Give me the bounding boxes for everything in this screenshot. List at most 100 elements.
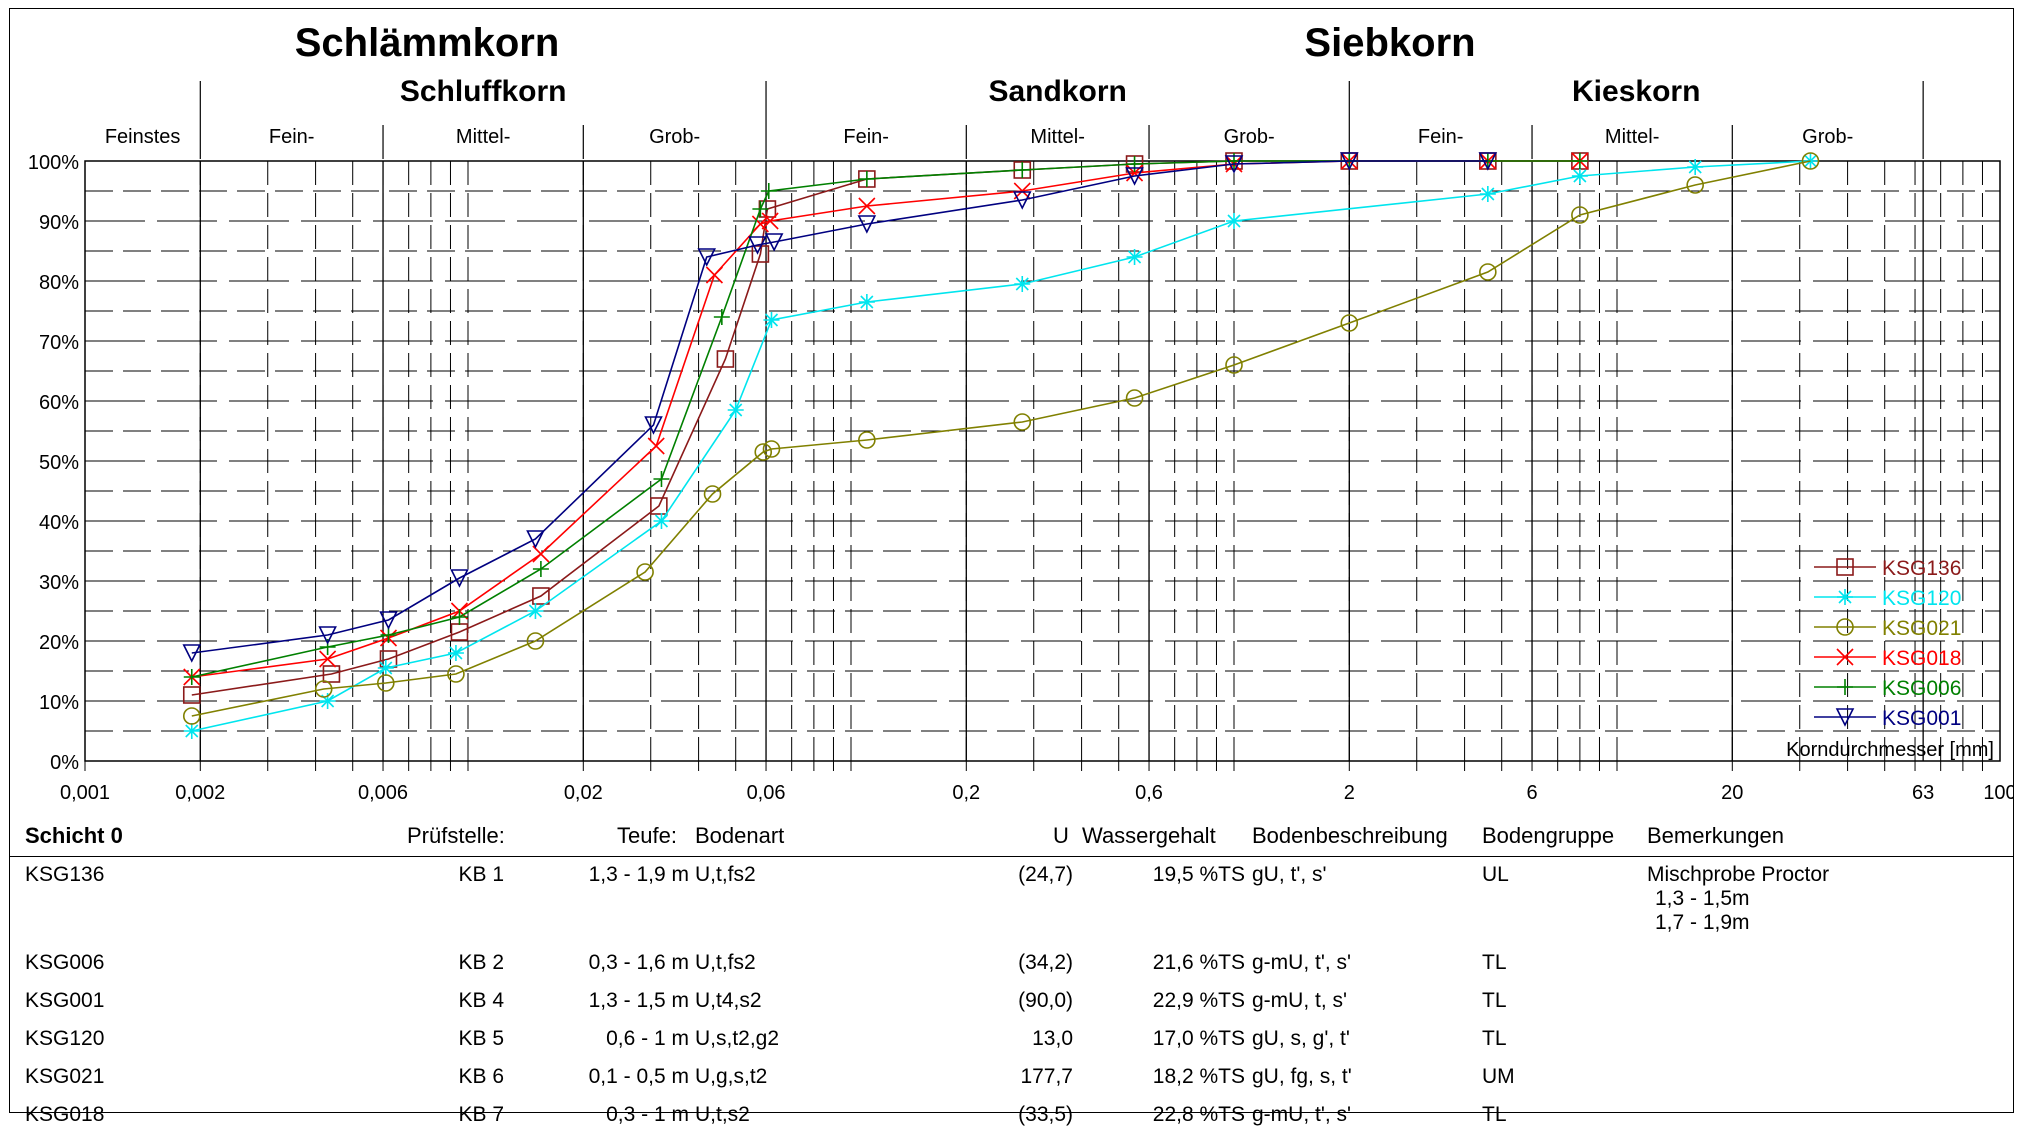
data-point-ksg021 — [1479, 263, 1497, 281]
x-tick-label: 0,002 — [175, 782, 225, 804]
data-point-ksg021 — [314, 680, 333, 698]
data-point-ksg006 — [532, 561, 549, 577]
cell-bodenart: U,t,fs2 — [695, 863, 756, 886]
group-label: Kieskorn — [1572, 75, 1700, 108]
data-point-ksg021 — [703, 485, 722, 503]
cell-bemerkungen: Mischprobe Proctor — [1647, 863, 1830, 886]
table-title: Schicht 0 — [25, 823, 123, 848]
data-point-ksg120 — [1226, 213, 1242, 229]
y-tick-label: 0% — [50, 752, 79, 774]
cell-wassergehalt: 17,0 %TS — [1152, 1027, 1245, 1050]
y-tick-label: 60% — [39, 392, 79, 414]
cell-name: KSG136 — [25, 863, 105, 886]
legend-entry: KSG136 — [1882, 557, 1961, 580]
data-point-ksg018 — [319, 650, 337, 668]
cell-teufe: 0,3 - 1,6 m — [588, 951, 689, 974]
cell-u: (34,2) — [1018, 951, 1073, 974]
cell-pruefstelle: KB 5 — [458, 1027, 504, 1050]
data-point-ksg021 — [1801, 152, 1820, 170]
cell-bodengruppe: TL — [1482, 951, 1507, 974]
col-teufe: Teufe: — [617, 823, 677, 848]
legend-entry: KSG120 — [1882, 587, 1961, 610]
data-point-ksg120 — [319, 693, 336, 709]
data-point-ksg021 — [1013, 413, 1032, 431]
cell-pruefstelle: KB 6 — [458, 1065, 504, 1088]
subgroup-label: Fein- — [1418, 126, 1464, 148]
data-point-ksg001 — [1012, 191, 1032, 210]
cell-teufe: 0,1 - 0,5 m — [588, 1065, 689, 1088]
y-tick-label: 50% — [39, 452, 79, 474]
data-point-ksg021 — [182, 707, 201, 725]
series-line-ksg021 — [191, 160, 1811, 717]
y-tick-label: 80% — [39, 272, 79, 294]
x-tick-label: 0,2 — [952, 782, 980, 804]
group-label: Sandkorn — [988, 75, 1126, 108]
data-point-ksg006 — [1014, 162, 1031, 178]
legend-marker — [1836, 648, 1854, 666]
data-point-ksg001 — [1478, 152, 1498, 171]
cell-teufe: 0,6 - 1 m — [606, 1027, 689, 1050]
data-point-ksg006 — [752, 201, 769, 217]
data-point-ksg006 — [653, 471, 670, 487]
x-tick-label: 0,06 — [747, 782, 786, 804]
y-tick-label: 30% — [39, 572, 79, 594]
col-wassergehalt: Wassergehalt — [1082, 823, 1216, 848]
data-point-ksg120 — [1571, 168, 1588, 184]
cell-bodenbeschreibung: gU, fg, s, t' — [1252, 1065, 1352, 1088]
cell-u: 177,7 — [1020, 1065, 1073, 1088]
legend-entry: KSG021 — [1882, 617, 1961, 640]
data-point-ksg021 — [1686, 176, 1704, 194]
col-pruefstelle: Prüfstelle: — [407, 823, 505, 848]
data-point-ksg120 — [1126, 249, 1143, 265]
data-point-ksg006 — [760, 183, 777, 199]
data-point-ksg120 — [183, 723, 200, 739]
data-point-ksg018 — [751, 215, 769, 233]
subgroup-label: Fein- — [269, 126, 315, 148]
data-point-ksg006 — [713, 309, 730, 325]
data-point-ksg136 — [650, 497, 668, 515]
legend-entry: KSG006 — [1882, 677, 1961, 700]
cell-name: KSG120 — [25, 1027, 105, 1050]
legend-entry: KSG018 — [1882, 647, 1961, 670]
col-bodengruppe: Bodengruppe — [1482, 823, 1615, 848]
data-point-ksg136 — [716, 350, 735, 368]
cell-u: (90,0) — [1018, 989, 1073, 1012]
cell-bodenbeschreibung: g-mU, t, s' — [1252, 989, 1348, 1012]
data-point-ksg018 — [858, 197, 876, 215]
data-point-ksg001 — [748, 236, 767, 255]
report-frame: Schlämmkorn Siebkorn Schluffkorn Sandkorn Ki… — [9, 8, 2014, 1113]
cell-wassergehalt: 21,6 %TS — [1152, 951, 1245, 974]
data-point-ksg006 — [1571, 153, 1588, 169]
data-point-ksg001 — [697, 248, 716, 267]
data-point-ksg001 — [526, 530, 545, 549]
cell-bodenart: U,s,t2,g2 — [695, 1027, 780, 1050]
data-point-ksg001 — [450, 569, 469, 588]
data-point-ksg001 — [318, 626, 337, 645]
data-point-ksg021 — [1571, 206, 1589, 224]
cell-pruefstelle: KB 7 — [458, 1103, 504, 1126]
subgroup-label: Mittel- — [1030, 126, 1084, 148]
data-point-ksg120 — [447, 645, 464, 661]
data-point-ksg120 — [1479, 186, 1496, 202]
col-bemerkungen: Bemerkungen — [1647, 823, 1784, 848]
cell-bodengruppe: TL — [1482, 989, 1507, 1012]
series-line-ksg018 — [191, 160, 1580, 678]
cell-u: 13,0 — [1032, 1027, 1073, 1050]
cell-name: KSG001 — [25, 989, 105, 1012]
data-point-ksg021 — [1125, 389, 1144, 407]
data-point-ksg136 — [322, 665, 341, 683]
data-point-ksg006 — [858, 171, 875, 187]
data-point-ksg006 — [183, 669, 200, 685]
x-tick-label: 0,6 — [1135, 782, 1163, 804]
data-point-ksg021 — [858, 431, 876, 449]
subgroup-label: Grob- — [1224, 126, 1275, 148]
data-point-ksg136 — [182, 686, 201, 704]
data-point-ksg006 — [1126, 156, 1143, 172]
data-point-ksg021 — [754, 443, 773, 461]
y-tick-label: 40% — [39, 512, 79, 534]
data-point-ksg021 — [447, 665, 465, 683]
cell-pruefstelle: KB 4 — [458, 989, 504, 1012]
col-u: U — [1053, 823, 1069, 848]
cell-wassergehalt: 22,8 %TS — [1152, 1103, 1245, 1126]
table-header-rule — [9, 856, 2014, 857]
